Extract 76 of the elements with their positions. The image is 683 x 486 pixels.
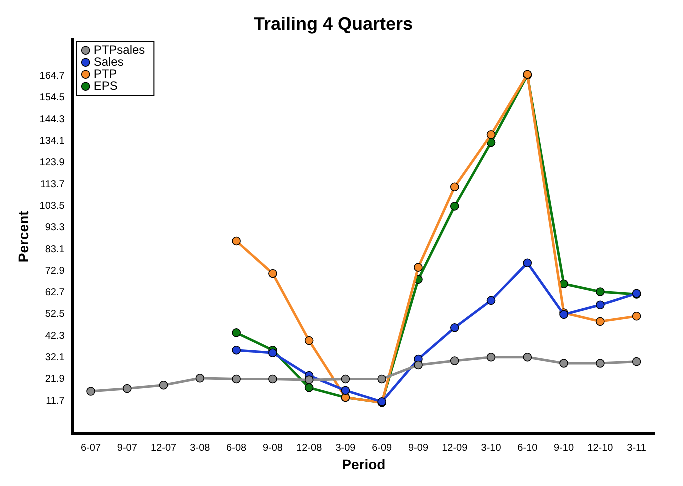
y-tick-label: 164.7	[40, 71, 66, 82]
point	[196, 374, 205, 383]
x-tick-label: 12-07	[151, 442, 178, 454]
x-tick-label: 3-08	[190, 442, 211, 454]
point	[450, 202, 460, 211]
y-tick-label: 103.5	[40, 200, 66, 212]
x-tick-label: 9-09	[408, 442, 429, 454]
point	[523, 352, 532, 362]
x-tick-label: 12-08	[296, 442, 323, 454]
x-tick-label: 12-09	[442, 442, 468, 454]
legend-label: EPS	[94, 78, 118, 93]
point	[596, 288, 605, 296]
chart-title: Trailing 4 Quarters	[254, 14, 414, 34]
x-tick-label: 12-10	[588, 442, 614, 454]
point	[414, 360, 423, 370]
point	[450, 356, 460, 366]
y-tick-label: 123.9	[40, 158, 66, 169]
point	[596, 359, 605, 368]
point	[86, 387, 96, 396]
y-tick-label: 52.5	[45, 309, 66, 320]
point	[560, 359, 568, 368]
y-tick-label: 72.9	[45, 266, 66, 277]
point	[378, 374, 387, 384]
x-tick-label: 6-08	[226, 442, 248, 454]
point	[341, 374, 350, 384]
point	[632, 357, 642, 366]
y-tick-label: 62.7	[45, 288, 66, 299]
point	[596, 317, 605, 326]
point	[596, 300, 605, 310]
x-tick-label: 3-09	[336, 442, 356, 454]
x-tick-label: 6-09	[372, 442, 393, 454]
y-tick-label: 154.5	[40, 92, 66, 104]
y-tick-label: 21.9	[45, 374, 66, 386]
legend-label: PTPsales	[94, 42, 146, 57]
y-tick-label: 32.1	[45, 352, 66, 364]
point	[414, 263, 423, 272]
y-tick-label: 83.1	[45, 244, 66, 256]
point	[232, 374, 241, 384]
point	[304, 336, 314, 346]
legend-label: Sales	[94, 54, 124, 69]
point	[486, 130, 496, 140]
point	[123, 384, 132, 394]
x-tick-label: 9-10	[554, 442, 574, 454]
point	[523, 258, 532, 268]
point	[632, 312, 642, 321]
x-tick-label: 6-10	[518, 442, 538, 454]
y-axis-title: Percent	[15, 210, 32, 263]
point	[268, 348, 278, 358]
point	[232, 236, 241, 246]
point	[486, 138, 496, 148]
x-tick-label: 9-08	[262, 442, 284, 454]
point	[304, 384, 314, 392]
x-tick-label: 9-07	[117, 442, 138, 454]
point	[560, 280, 568, 289]
x-tick-label: 3-11	[627, 442, 647, 454]
point	[486, 296, 496, 306]
x-axis-title: Period	[342, 456, 386, 472]
point	[268, 374, 278, 384]
y-tick-label: 11.7	[46, 396, 66, 407]
point	[304, 376, 314, 384]
point	[450, 182, 460, 192]
x-tick-label: 6-07	[81, 442, 102, 454]
point	[268, 269, 278, 278]
x-tick-label: 3-10	[481, 442, 502, 454]
point	[159, 380, 168, 390]
point	[232, 346, 241, 355]
y-tick-label: 134.1	[40, 136, 66, 148]
point	[450, 323, 460, 332]
point	[486, 352, 496, 362]
legend-label: PTP	[94, 66, 118, 81]
y-tick-label: 144.3	[40, 114, 66, 126]
point	[341, 386, 350, 396]
y-tick-label: 42.3	[45, 330, 66, 342]
y-tick-label: 93.3	[45, 222, 66, 234]
y-tick-label: 113.7	[40, 179, 66, 190]
point	[232, 328, 241, 338]
